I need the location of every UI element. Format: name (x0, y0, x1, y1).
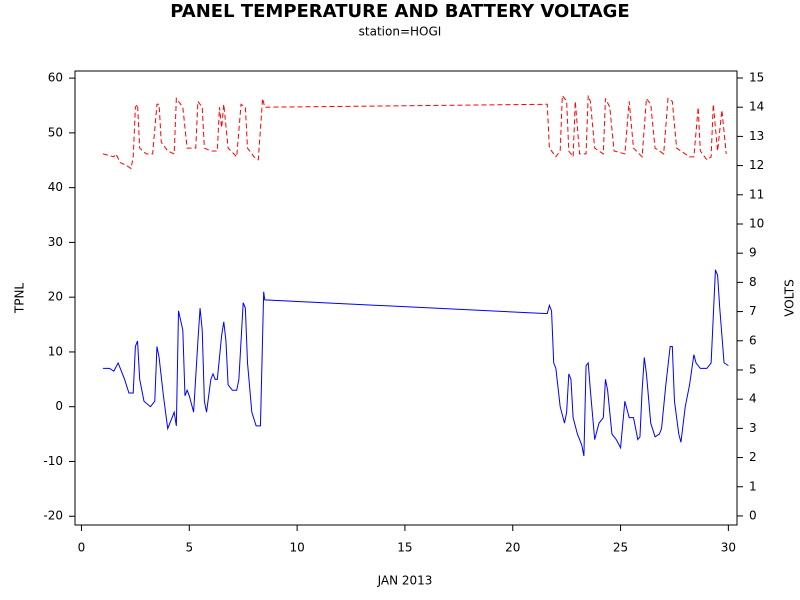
y2-tick-label: 0 (749, 508, 757, 522)
x-tick-label: 25 (613, 541, 628, 555)
x-tick-label: 10 (289, 541, 304, 555)
y2-tick-label: 6 (749, 333, 757, 347)
y2-tick-label: 10 (749, 216, 764, 230)
y2-tick-label: 2 (749, 450, 757, 464)
series-line (102, 94, 727, 170)
y2-tick-label: 12 (749, 158, 764, 172)
plot-frame (74, 70, 738, 526)
y2-tick-label: 13 (749, 129, 764, 143)
chart-title: PANEL TEMPERATURE AND BATTERY VOLTAGE (170, 1, 629, 22)
y-tick-label: 40 (48, 180, 63, 194)
y-tick-label: 10 (48, 344, 63, 358)
y2-tick-label: 15 (749, 71, 764, 85)
x-tick-label: 0 (78, 541, 86, 555)
x-axis-label: JAN 2013 (377, 574, 433, 588)
y2-tick-label: 1 (749, 479, 757, 493)
series-line (103, 269, 729, 457)
x-tick-label: 15 (397, 541, 412, 555)
y2-tick-label: 7 (749, 304, 757, 318)
y-tick-label: 30 (48, 235, 63, 249)
y2-tick-label: 11 (749, 187, 764, 201)
y2-tick-label: 5 (749, 362, 757, 376)
x-tick-label: 20 (505, 541, 520, 555)
x-tick-label: 5 (185, 541, 193, 555)
y-tick-label: 0 (55, 399, 63, 413)
chart-subtitle: station=HOGI (359, 25, 442, 39)
y-tick-label: -10 (43, 454, 63, 468)
y-tick-label: -20 (43, 509, 63, 523)
x-tick-label: 30 (721, 541, 736, 555)
y2-tick-label: 9 (749, 246, 757, 260)
y-tick-label: 50 (48, 125, 63, 139)
y2-tick-label: 8 (749, 275, 757, 289)
y-tick-label: 20 (48, 290, 63, 304)
y2-tick-label: 14 (749, 100, 764, 114)
y-tick-label: 60 (48, 71, 63, 85)
y2-tick-label: 4 (749, 392, 757, 406)
y2-tick-label: 3 (749, 421, 757, 435)
y2-axis-label: VOLTS (783, 279, 797, 316)
y-axis-label: TPNL (13, 283, 27, 315)
